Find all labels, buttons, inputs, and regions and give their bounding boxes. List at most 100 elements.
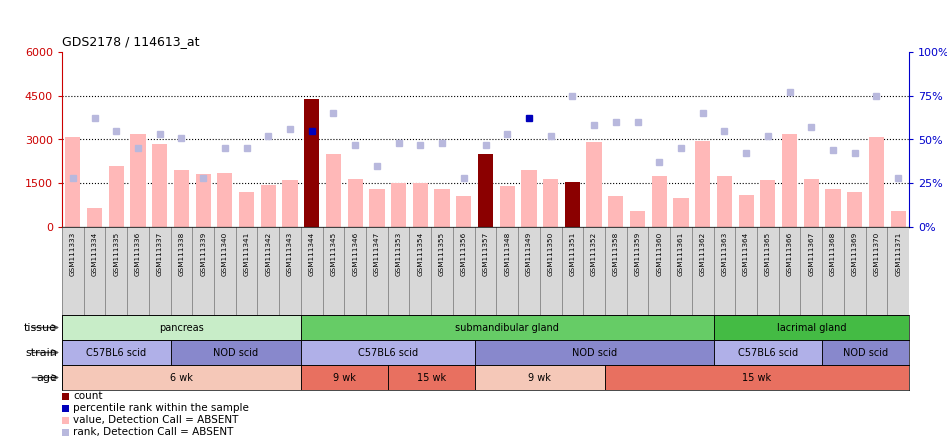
Text: GSM111349: GSM111349 [526, 231, 532, 276]
Bar [348, 179, 363, 227]
Bar [848, 192, 863, 227]
Text: GSM111365: GSM111365 [765, 231, 771, 276]
Bar [301, 365, 387, 390]
Bar [652, 176, 667, 227]
Text: GSM111334: GSM111334 [92, 231, 98, 276]
Text: rank, Detection Call = ABSENT: rank, Detection Call = ABSENT [73, 427, 233, 437]
Bar [500, 186, 515, 227]
Text: GSM111342: GSM111342 [265, 231, 272, 276]
Bar [695, 141, 710, 227]
Text: GSM111359: GSM111359 [634, 231, 640, 276]
Text: GSM111353: GSM111353 [396, 231, 402, 276]
Bar [717, 176, 732, 227]
Bar [260, 185, 276, 227]
Bar [630, 211, 645, 227]
Bar [782, 134, 797, 227]
Text: GSM111344: GSM111344 [309, 231, 314, 276]
Text: GSM111358: GSM111358 [613, 231, 618, 276]
Bar [109, 166, 124, 227]
Text: GSM111360: GSM111360 [656, 231, 662, 276]
Text: value, Detection Call = ABSENT: value, Detection Call = ABSENT [73, 415, 239, 425]
Bar [304, 99, 319, 227]
Bar [369, 189, 384, 227]
Text: age: age [36, 373, 57, 382]
Bar [301, 340, 474, 365]
Text: GSM111367: GSM111367 [809, 231, 814, 276]
Text: GSM111366: GSM111366 [787, 231, 793, 276]
Bar [822, 340, 909, 365]
Text: GSM111340: GSM111340 [222, 231, 228, 276]
Bar [170, 340, 301, 365]
Bar [474, 340, 713, 365]
Text: NOD scid: NOD scid [213, 348, 259, 357]
Bar [522, 170, 537, 227]
Text: 15 wk: 15 wk [417, 373, 446, 382]
Text: GSM111352: GSM111352 [591, 231, 598, 276]
Text: GSM111368: GSM111368 [830, 231, 836, 276]
Text: GSM111341: GSM111341 [243, 231, 250, 276]
Text: GSM111336: GSM111336 [135, 231, 141, 276]
Bar [826, 189, 841, 227]
Text: GSM111345: GSM111345 [331, 231, 336, 276]
Bar [474, 365, 605, 390]
Text: GDS2178 / 114613_at: GDS2178 / 114613_at [62, 35, 200, 48]
Bar [196, 174, 211, 227]
Text: submandibular gland: submandibular gland [456, 322, 559, 333]
Text: GSM111348: GSM111348 [504, 231, 510, 276]
Bar [62, 340, 170, 365]
Text: GSM111354: GSM111354 [418, 231, 423, 276]
Bar [673, 198, 688, 227]
Text: 15 wk: 15 wk [742, 373, 772, 382]
Text: pancreas: pancreas [159, 322, 204, 333]
Text: C57BL6 scid: C57BL6 scid [358, 348, 418, 357]
Text: lacrimal gland: lacrimal gland [777, 322, 846, 333]
Bar [739, 195, 754, 227]
Text: C57BL6 scid: C57BL6 scid [86, 348, 147, 357]
Text: 9 wk: 9 wk [333, 373, 356, 382]
Text: GSM111355: GSM111355 [439, 231, 445, 276]
Bar [478, 154, 493, 227]
Bar [131, 134, 146, 227]
Text: GSM111369: GSM111369 [851, 231, 858, 276]
Bar [391, 182, 406, 227]
Bar [890, 211, 905, 227]
Bar [152, 144, 168, 227]
Text: GSM111347: GSM111347 [374, 231, 380, 276]
Text: GSM111333: GSM111333 [70, 231, 76, 276]
Text: GSM111343: GSM111343 [287, 231, 293, 276]
Bar [217, 173, 232, 227]
Bar [564, 182, 580, 227]
Text: GSM111339: GSM111339 [200, 231, 206, 276]
Bar [62, 315, 301, 340]
Text: GSM111370: GSM111370 [873, 231, 880, 276]
Text: GSM111371: GSM111371 [895, 231, 902, 276]
Bar [713, 340, 822, 365]
Text: GSM111362: GSM111362 [700, 231, 706, 276]
Bar [868, 137, 884, 227]
Text: GSM111357: GSM111357 [483, 231, 489, 276]
Text: strain: strain [26, 348, 57, 357]
Text: GSM111335: GSM111335 [114, 231, 119, 276]
Bar [326, 154, 341, 227]
Text: GSM111346: GSM111346 [352, 231, 358, 276]
Bar [760, 180, 776, 227]
Text: C57BL6 scid: C57BL6 scid [738, 348, 798, 357]
Text: GSM111364: GSM111364 [743, 231, 749, 276]
Bar [804, 179, 819, 227]
Bar [174, 170, 189, 227]
Bar [586, 143, 601, 227]
Text: GSM111337: GSM111337 [157, 231, 163, 276]
Text: NOD scid: NOD scid [572, 348, 616, 357]
Bar [301, 315, 713, 340]
Bar [65, 137, 80, 227]
Text: 9 wk: 9 wk [528, 373, 551, 382]
Bar [413, 183, 428, 227]
Text: 6 wk: 6 wk [170, 373, 193, 382]
Text: tissue: tissue [24, 322, 57, 333]
Bar [239, 192, 254, 227]
Bar [87, 208, 102, 227]
Bar [713, 315, 909, 340]
Text: GSM111351: GSM111351 [569, 231, 576, 276]
Bar [543, 179, 558, 227]
Bar [62, 365, 301, 390]
